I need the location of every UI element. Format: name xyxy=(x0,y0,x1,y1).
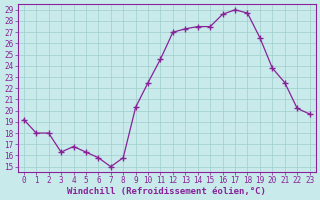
X-axis label: Windchill (Refroidissement éolien,°C): Windchill (Refroidissement éolien,°C) xyxy=(67,187,266,196)
